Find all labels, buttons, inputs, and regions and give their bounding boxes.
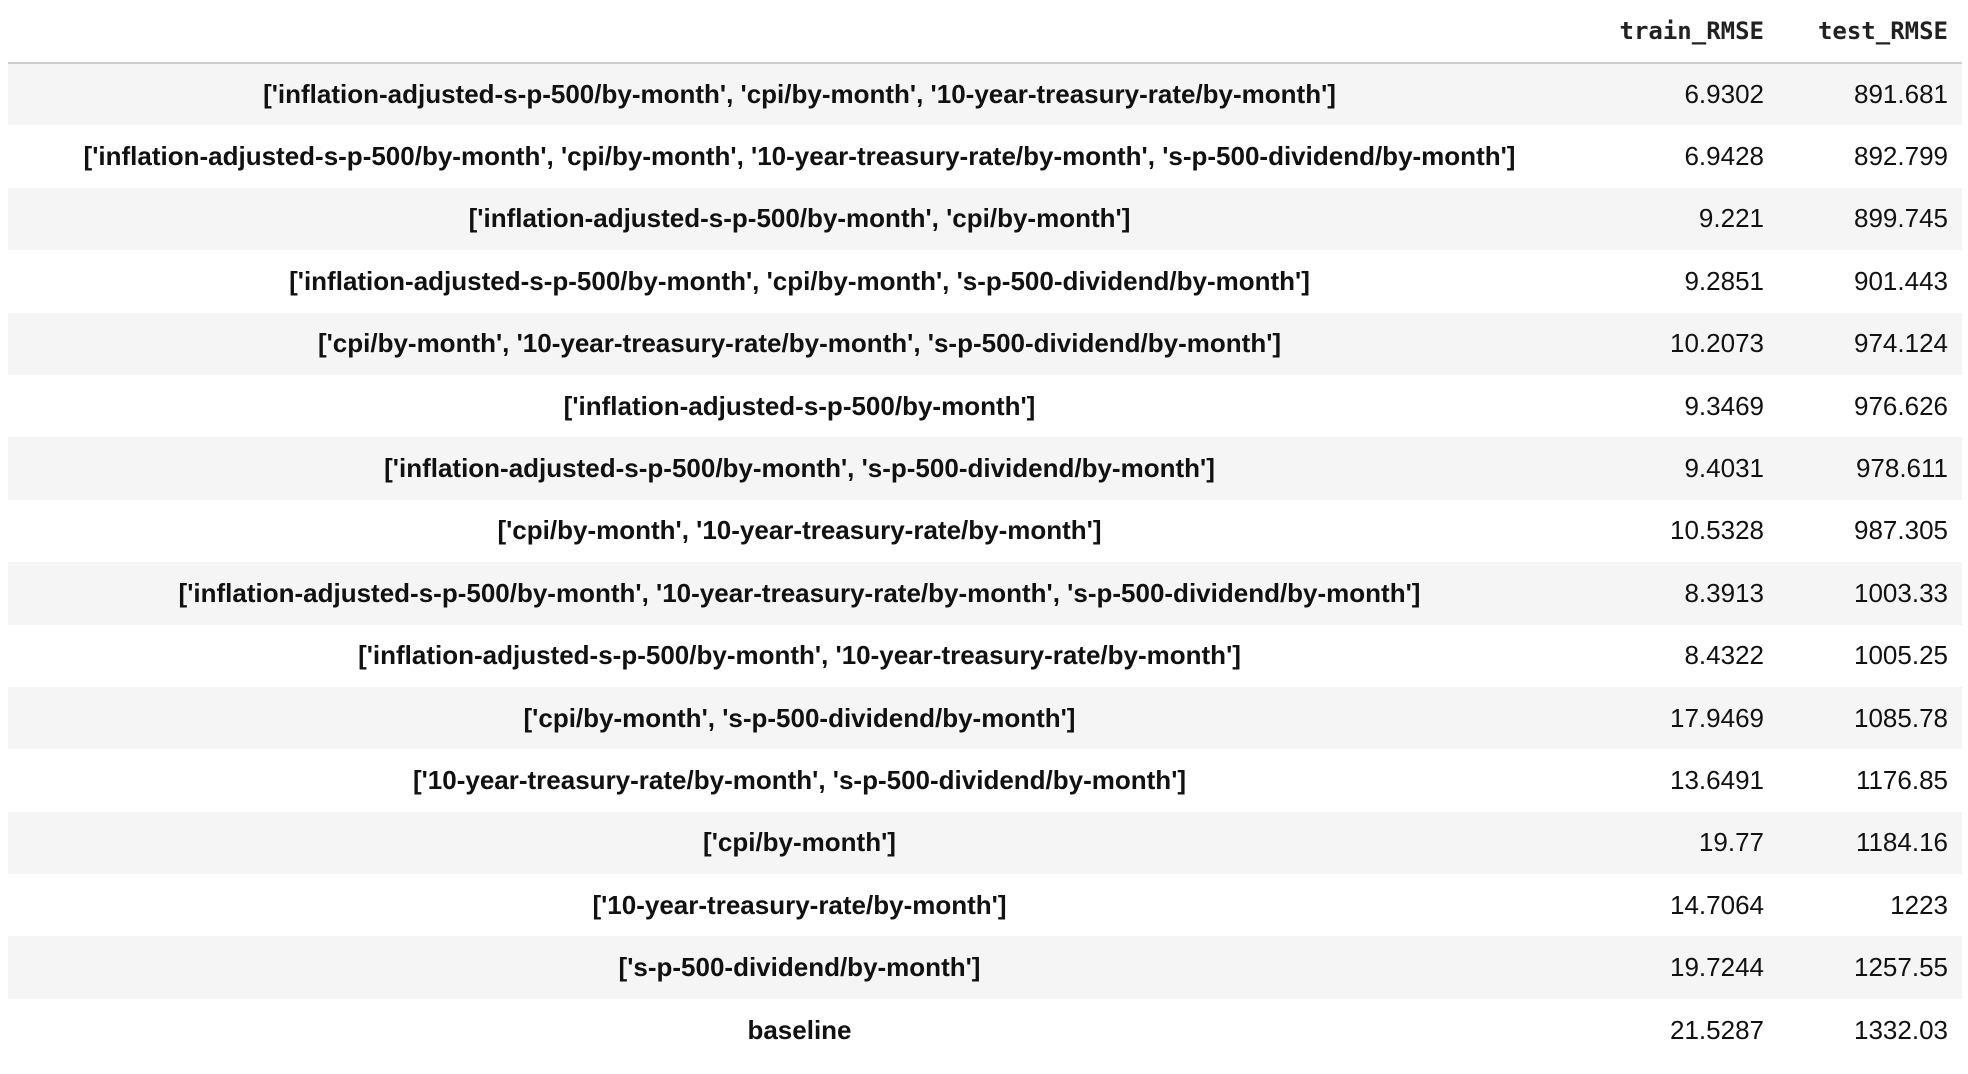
table-row: ['10-year-treasury-rate/by-month', 's-p-… <box>8 749 1962 812</box>
row-index: ['inflation-adjusted-s-p-500/by-month', … <box>83 141 1516 172</box>
test-rmse-cell: 987.305 <box>1854 515 1948 546</box>
test-rmse-cell: 1005.25 <box>1854 640 1948 671</box>
train-rmse-cell: 13.6491 <box>1670 764 1764 795</box>
row-index: ['cpi/by-month', '10-year-treasury-rate/… <box>317 328 1282 359</box>
test-rmse-cell: 899.745 <box>1854 203 1948 234</box>
test-rmse-cell: 892.799 <box>1854 141 1948 172</box>
train-rmse-cell: 6.9428 <box>1684 141 1764 172</box>
test-rmse-cell: 1332.03 <box>1854 1014 1948 1045</box>
row-index: ['10-year-treasury-rate/by-month'] <box>592 889 1007 920</box>
test-rmse-cell: 1085.78 <box>1854 702 1948 733</box>
test-rmse-cell: 1003.33 <box>1854 577 1948 608</box>
table-row: ['cpi/by-month', 's-p-500-dividend/by-mo… <box>8 686 1962 750</box>
row-index: ['inflation-adjusted-s-p-500/by-month', … <box>178 577 1421 608</box>
row-index: ['inflation-adjusted-s-p-500/by-month', … <box>289 265 1310 296</box>
train-rmse-cell: 21.5287 <box>1670 1014 1764 1045</box>
row-index: ['cpi/by-month', 's-p-500-dividend/by-mo… <box>523 702 1076 733</box>
train-rmse-cell: 9.4031 <box>1684 453 1764 484</box>
row-index: ['inflation-adjusted-s-p-500/by-month'] <box>563 390 1036 421</box>
train-rmse-cell: 10.2073 <box>1670 328 1764 359</box>
table-row: ['inflation-adjusted-s-p-500/by-month', … <box>8 624 1962 687</box>
row-index: ['inflation-adjusted-s-p-500/by-month', … <box>263 79 1336 110</box>
row-index: ['cpi/by-month', '10-year-treasury-rate/… <box>497 515 1102 546</box>
row-index: ['inflation-adjusted-s-p-500/by-month', … <box>384 453 1215 484</box>
row-index: ['inflation-adjusted-s-p-500/by-month', … <box>358 640 1241 671</box>
train-rmse-cell: 17.9469 <box>1670 702 1764 733</box>
test-rmse-header: test_RMSE <box>1778 0 1962 64</box>
table-row: ['cpi/by-month', '10-year-treasury-rate/… <box>8 312 1962 375</box>
index-header <box>8 0 1591 64</box>
row-index: ['inflation-adjusted-s-p-500/by-month', … <box>468 203 1131 234</box>
train-rmse-cell: 8.3913 <box>1684 577 1764 608</box>
train-rmse-cell: 9.2851 <box>1684 265 1764 296</box>
table-row: ['10-year-treasury-rate/by-month'] 14.70… <box>8 874 1962 937</box>
table-row: ['s-p-500-dividend/by-month'] 19.7244 12… <box>8 936 1962 999</box>
table-row: baseline 21.5287 1332.03 <box>8 998 1962 1062</box>
train-rmse-cell: 9.3469 <box>1684 390 1764 421</box>
test-rmse-cell: 891.681 <box>1854 79 1948 110</box>
row-index: baseline <box>747 1014 852 1045</box>
row-index: ['cpi/by-month'] <box>703 827 896 858</box>
test-rmse-cell: 974.124 <box>1854 328 1948 359</box>
table-body: ['inflation-adjusted-s-p-500/by-month', … <box>8 63 1962 1062</box>
table-row: ['cpi/by-month'] 19.77 1184.16 <box>8 811 1962 875</box>
table-row: ['inflation-adjusted-s-p-500/by-month', … <box>8 63 1962 126</box>
test-rmse-cell: 1257.55 <box>1854 952 1948 983</box>
test-rmse-cell: 901.443 <box>1854 265 1948 296</box>
train-rmse-header: train_RMSE <box>1591 0 1778 64</box>
train-rmse-cell: 8.4322 <box>1684 640 1764 671</box>
test-rmse-cell: 1184.16 <box>1855 827 1948 858</box>
test-rmse-cell: 978.611 <box>1855 453 1948 484</box>
train-rmse-cell: 19.7244 <box>1670 952 1764 983</box>
table-row: ['inflation-adjusted-s-p-500/by-month', … <box>8 250 1962 313</box>
row-index: ['10-year-treasury-rate/by-month', 's-p-… <box>412 764 1187 795</box>
train-rmse-cell: 19.77 <box>1698 827 1764 858</box>
table-row: ['inflation-adjusted-s-p-500/by-month', … <box>8 187 1962 251</box>
table-row: ['cpi/by-month', '10-year-treasury-rate/… <box>8 499 1962 563</box>
table-row: ['inflation-adjusted-s-p-500/by-month', … <box>8 437 1962 500</box>
dataframe-output: train_RMSE test_RMSE ['inflation-adjuste… <box>8 0 1962 1062</box>
test-rmse-cell: 1176.85 <box>1855 764 1948 795</box>
table-row: ['inflation-adjusted-s-p-500/by-month'] … <box>8 374 1962 438</box>
train-rmse-cell: 14.7064 <box>1670 889 1764 920</box>
test-rmse-cell: 1223 <box>1890 889 1948 920</box>
table-row: ['inflation-adjusted-s-p-500/by-month', … <box>8 125 1962 188</box>
header-row: train_RMSE test_RMSE <box>8 0 1962 64</box>
table-row: ['inflation-adjusted-s-p-500/by-month', … <box>8 562 1962 625</box>
results-table: train_RMSE test_RMSE ['inflation-adjuste… <box>8 0 1962 1062</box>
train-rmse-cell: 6.9302 <box>1684 79 1764 110</box>
table-header: train_RMSE test_RMSE <box>8 0 1962 64</box>
train-rmse-cell: 10.5328 <box>1670 515 1764 546</box>
test-rmse-cell: 976.626 <box>1854 390 1948 421</box>
train-rmse-cell: 9.221 <box>1698 203 1764 234</box>
row-index: ['s-p-500-dividend/by-month'] <box>618 952 981 983</box>
